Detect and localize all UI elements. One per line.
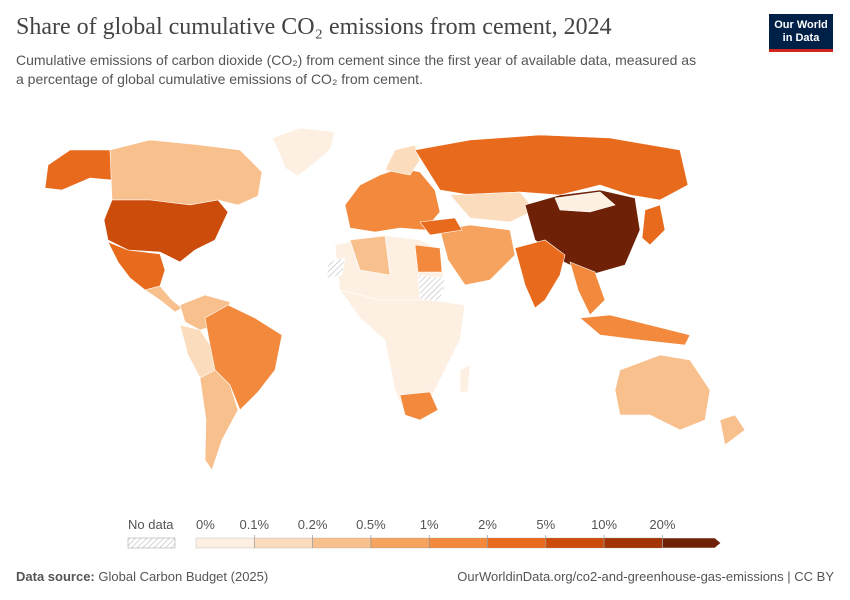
usa[interactable] <box>103 199 229 263</box>
logo[interactable]: Our World in Data <box>769 14 833 52</box>
legend-swatch[interactable] <box>662 537 722 549</box>
legend-tick-label: 0.5% <box>356 517 386 532</box>
mongolia[interactable] <box>554 191 616 213</box>
legend-tick-label: 1% <box>420 517 439 532</box>
legend-tick-label: 5% <box>536 517 555 532</box>
argentina-chile[interactable] <box>199 369 239 471</box>
greenland[interactable] <box>271 127 336 177</box>
legend-swatch[interactable] <box>545 537 605 549</box>
middle-east[interactable] <box>439 224 516 286</box>
kazakhstan[interactable] <box>449 191 536 223</box>
south-africa[interactable] <box>399 391 439 421</box>
legend-swatch[interactable] <box>312 537 372 549</box>
footer-url[interactable]: OurWorldinData.org/co2-and-greenhouse-ga… <box>457 569 834 584</box>
india[interactable] <box>514 239 566 309</box>
legend-no-data-swatch[interactable] <box>127 537 176 549</box>
legend-swatch[interactable] <box>254 537 313 549</box>
new-zealand[interactable] <box>719 414 746 446</box>
countries <box>44 127 746 471</box>
legend-swatch[interactable] <box>603 537 663 549</box>
chart-title: Share of global cumulative CO₂ emissions… <box>16 14 612 40</box>
legend-tick-label: 2% <box>478 517 497 532</box>
logo-line: in Data <box>782 32 820 44</box>
japan[interactable] <box>641 204 666 246</box>
subtitle-line: a percentage of global cumulative emissi… <box>16 71 423 87</box>
legend-swatch[interactable] <box>429 537 488 549</box>
madagascar[interactable] <box>459 364 471 393</box>
alaska[interactable] <box>44 149 113 191</box>
legend-tick-label: 0.2% <box>298 517 328 532</box>
subtitle: Cumulative emissions of carbon dioxide (… <box>16 51 696 89</box>
europe[interactable] <box>344 167 441 233</box>
legend-tick-label: 0% <box>196 517 215 532</box>
logo-line: Our World <box>774 19 828 31</box>
sub-saharan-africa[interactable] <box>339 289 466 416</box>
indonesia[interactable] <box>579 314 691 346</box>
subtitle-line: Cumulative emissions of carbon dioxide (… <box>16 52 697 68</box>
southeast-asia[interactable] <box>569 261 606 316</box>
western-sahara[interactable] <box>326 257 346 279</box>
legend-swatch[interactable] <box>487 537 546 549</box>
legend-tick-label: 10% <box>591 517 617 532</box>
legend-tick-label: 0.1% <box>239 517 269 532</box>
source: Global Carbon Budget (2025) <box>98 569 269 584</box>
legend-swatch[interactable] <box>370 537 430 549</box>
footer-source: Data source: Global Carbon Budget (2025) <box>16 569 268 584</box>
legend-tick-label: 20% <box>649 517 675 532</box>
legend-no-data-label: No data <box>128 517 174 532</box>
turkey[interactable] <box>419 217 463 236</box>
algeria[interactable] <box>349 235 391 276</box>
brazil[interactable] <box>204 304 283 411</box>
source-label: Data source: <box>16 569 95 584</box>
legend-swatch[interactable] <box>195 537 255 549</box>
egypt[interactable] <box>414 244 443 273</box>
australia[interactable] <box>614 354 711 431</box>
